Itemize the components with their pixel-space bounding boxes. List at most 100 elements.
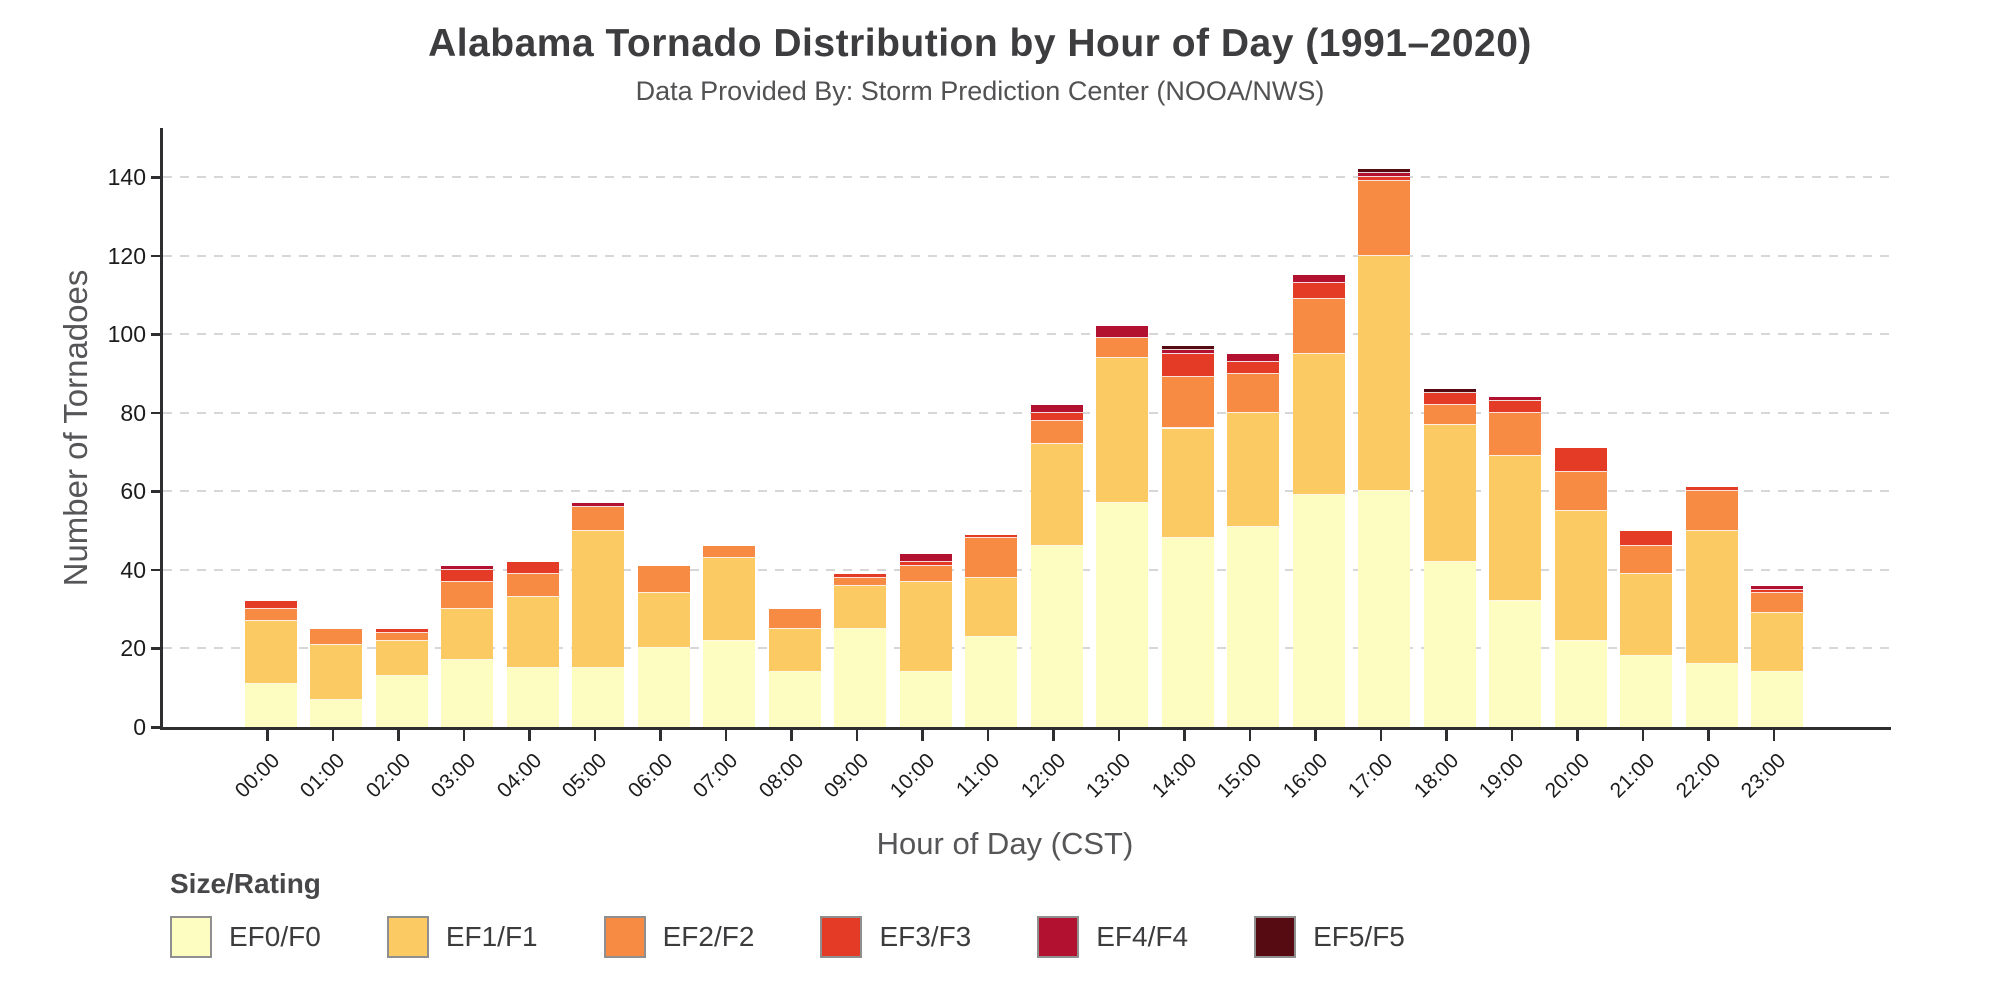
legend-item-ef4: EF4/F4 — [1037, 916, 1188, 958]
bar-segment-ef1 — [1292, 353, 1345, 496]
bar-segment-ef2 — [310, 628, 362, 645]
x-tick-mark — [1314, 730, 1317, 741]
bar-segment-ef3 — [1751, 589, 1803, 594]
y-tick-label: 60 — [120, 478, 146, 505]
bar-segment-ef1 — [1685, 530, 1738, 665]
bar-03:00 — [441, 565, 493, 727]
legend-items: EF0/F0 EF1/F1 EF2/F2 EF3/F3 EF4/F4 EF5/F5 — [170, 916, 1471, 958]
bar-10:00 — [899, 554, 952, 727]
x-tick-mark — [1510, 730, 1514, 741]
bar-segment-ef1 — [1751, 613, 1803, 673]
bar-segment-ef0 — [1030, 546, 1083, 727]
bar-23:00 — [1751, 585, 1803, 727]
bar-segment-ef1 — [1358, 255, 1410, 492]
legend-swatch — [170, 916, 212, 958]
bar-segment-ef0 — [1620, 656, 1672, 727]
bar-segment-ef2 — [1554, 471, 1607, 511]
bar-18:00 — [1423, 389, 1476, 727]
bar-06:00 — [637, 565, 690, 727]
x-tick-mark — [397, 730, 400, 741]
y-tick-mark — [151, 333, 160, 336]
bar-segment-ef3 — [899, 562, 952, 566]
x-tick-mark — [855, 730, 859, 741]
bar-segment-ef1 — [572, 530, 624, 669]
bar-segment-ef3 — [965, 534, 1017, 539]
bar-segment-ef1 — [768, 628, 821, 673]
bar-segment-ef1 — [965, 577, 1017, 637]
bar-segment-ef2 — [1751, 593, 1803, 614]
y-tick-label: 40 — [120, 556, 146, 583]
chart-title: Alabama Tornado Distribution by Hour of … — [428, 22, 1532, 65]
bar-segment-ef2 — [965, 538, 1017, 578]
bar-segment-ef2 — [703, 546, 755, 559]
bar-segment-ef3 — [1489, 401, 1541, 413]
bar-segment-ef2 — [441, 581, 493, 610]
bar-segment-ef0 — [965, 636, 1017, 727]
bar-segment-ef0 — [572, 668, 624, 727]
bar-segment-ef0 — [1554, 640, 1607, 727]
legend-item-ef5: EF5/F5 — [1254, 916, 1405, 958]
bar-segment-ef0 — [506, 668, 559, 727]
bar-segment-ef1 — [310, 644, 362, 700]
gridline — [163, 490, 1891, 493]
bar-segment-ef1 — [375, 640, 428, 676]
bar-segment-ef4 — [1227, 353, 1279, 362]
gridline — [163, 568, 1891, 571]
legend-item-ef0: EF0/F0 — [170, 916, 321, 958]
bar-segment-ef3 — [1358, 177, 1410, 182]
y-tick-mark — [151, 647, 160, 651]
bar-segment-ef1 — [1620, 573, 1672, 657]
bar-segment-ef3 — [1685, 487, 1738, 492]
bar-segment-ef3 — [1030, 412, 1083, 421]
bar-segment-ef0 — [1358, 491, 1410, 727]
x-tick-mark — [593, 730, 597, 741]
bar-11:00 — [965, 534, 1017, 727]
bar-segment-ef1 — [441, 609, 493, 661]
bar-14:00 — [1161, 346, 1214, 727]
bar-segment-ef1 — [1030, 444, 1083, 547]
gridline — [163, 254, 1891, 257]
x-tick-mark — [1183, 730, 1186, 741]
bar-segment-ef4 — [1096, 326, 1148, 339]
y-tick-mark — [151, 176, 160, 179]
x-tick-mark — [1576, 730, 1579, 741]
bar-segment-ef2 — [1423, 404, 1476, 425]
x-tick-mark — [331, 730, 335, 741]
bar-16:00 — [1292, 275, 1345, 727]
bar-segment-ef3 — [1161, 353, 1214, 378]
bar-segment-ef5 — [1423, 389, 1476, 394]
bar-segment-ef4 — [572, 503, 624, 508]
bar-segment-ef3 — [1227, 361, 1279, 374]
bar-segment-ef2 — [375, 632, 428, 641]
bar-15:00 — [1227, 353, 1279, 727]
legend-item-ef2: EF2/F2 — [603, 916, 755, 958]
bar-segment-ef3 — [1554, 448, 1607, 472]
bar-segment-ef0 — [441, 660, 493, 727]
y-tick-label: 20 — [120, 635, 146, 662]
bar-segment-ef4 — [899, 554, 952, 563]
y-axis-title: Number of Tornadoes — [57, 269, 94, 587]
bar-01:00 — [310, 628, 362, 727]
x-tick-mark — [1052, 730, 1055, 741]
y-tick-label: 120 — [107, 242, 146, 269]
bar-segment-ef1 — [834, 585, 886, 629]
bar-segment-ef2 — [1096, 338, 1148, 358]
bar-segment-ef0 — [1751, 672, 1803, 727]
x-tick-mark — [1772, 730, 1776, 741]
bar-segment-ef2 — [1620, 546, 1672, 574]
legend-label: EF2/F2 — [662, 921, 755, 952]
bar-08:00 — [768, 609, 821, 727]
legend-item-ef3: EF3/F3 — [820, 916, 971, 958]
x-tick-mark — [1379, 730, 1383, 741]
bar-segment-ef2 — [506, 573, 559, 598]
legend-label: EF1/F1 — [445, 921, 538, 952]
legend-title: Size/Rating — [170, 868, 321, 899]
bar-segment-ef1 — [1489, 455, 1541, 602]
y-tick-label: 140 — [107, 164, 146, 191]
bar-segment-ef1 — [1423, 424, 1476, 563]
y-tick-mark — [151, 411, 160, 415]
bar-segment-ef0 — [244, 683, 297, 727]
bar-segment-ef0 — [1096, 503, 1148, 727]
y-tick-label: 80 — [120, 399, 146, 426]
